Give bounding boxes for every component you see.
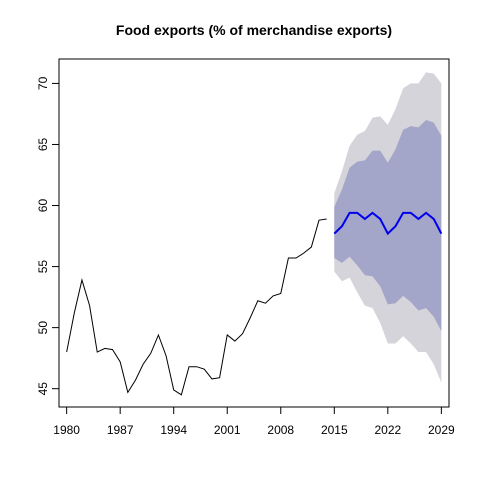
y-tick-label: 70 bbox=[36, 76, 50, 90]
series-lines bbox=[66, 211, 443, 396]
x-tick-label: 1994 bbox=[160, 423, 187, 437]
forecast-mean-line bbox=[333, 211, 443, 236]
forecast-bands bbox=[334, 72, 442, 383]
x-axis: 1980 1987 1994 2001 2008 2015 2022 2029 bbox=[53, 406, 455, 437]
x-tick-label: 2008 bbox=[267, 423, 294, 437]
y-tick-label: 45 bbox=[36, 382, 50, 396]
history-line bbox=[66, 218, 327, 396]
y-tick-label: 65 bbox=[36, 137, 50, 151]
chart-title: Food exports (% of merchandise exports) bbox=[116, 22, 392, 38]
y-tick-label: 55 bbox=[36, 260, 50, 274]
x-tick-label: 2022 bbox=[374, 423, 401, 437]
band-80 bbox=[334, 120, 442, 332]
x-tick-label: 2015 bbox=[321, 423, 348, 437]
x-tick-label: 2029 bbox=[428, 423, 455, 437]
y-tick-label: 60 bbox=[36, 199, 50, 213]
y-tick-label: 50 bbox=[36, 321, 50, 335]
y-axis: 45 50 55 60 65 70 bbox=[36, 76, 60, 396]
x-tick-label: 1980 bbox=[53, 423, 80, 437]
x-tick-label: 2001 bbox=[214, 423, 241, 437]
x-tick-label: 1987 bbox=[107, 423, 134, 437]
